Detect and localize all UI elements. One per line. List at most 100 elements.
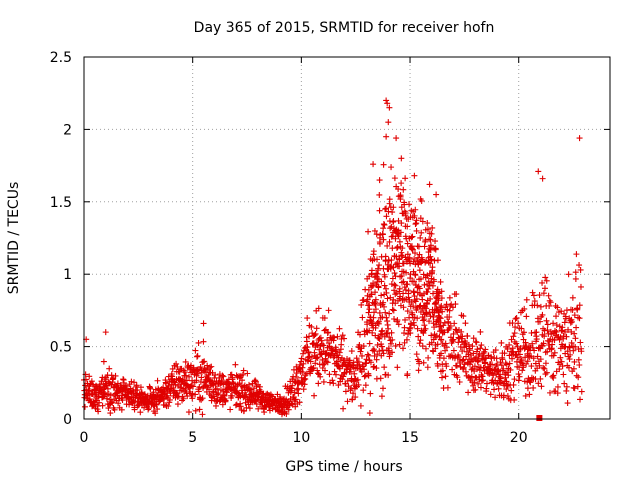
data-point xyxy=(133,382,140,389)
data-point xyxy=(529,340,536,347)
data-point xyxy=(427,260,434,267)
data-point xyxy=(283,410,290,417)
data-point xyxy=(336,365,343,372)
data-point xyxy=(383,289,390,296)
data-point xyxy=(428,256,435,263)
data-point xyxy=(518,360,525,367)
data-point xyxy=(549,373,556,380)
data-point xyxy=(401,330,408,337)
data-point xyxy=(308,323,315,330)
data-point xyxy=(412,221,419,228)
data-point xyxy=(414,257,421,264)
data-point xyxy=(252,377,259,384)
data-point xyxy=(239,371,246,378)
data-point xyxy=(357,348,364,355)
data-point xyxy=(470,350,477,357)
data-point xyxy=(182,386,189,393)
data-point xyxy=(454,374,461,381)
data-point xyxy=(355,359,362,366)
data-point xyxy=(522,392,529,399)
data-point xyxy=(427,295,434,302)
data-point xyxy=(432,238,439,245)
data-point xyxy=(398,180,405,187)
data-point xyxy=(442,347,449,354)
data-point xyxy=(288,400,295,407)
data-point xyxy=(321,327,328,334)
data-point xyxy=(388,164,395,171)
data-point xyxy=(376,191,383,198)
data-point xyxy=(388,233,395,240)
data-point xyxy=(536,292,543,299)
data-point xyxy=(394,230,401,237)
data-point xyxy=(115,400,122,407)
data-point xyxy=(395,233,402,240)
data-point xyxy=(88,378,95,385)
data-point xyxy=(252,378,259,385)
data-point xyxy=(400,304,407,311)
data-point xyxy=(400,278,407,285)
data-point xyxy=(174,364,181,371)
data-point xyxy=(536,362,543,369)
data-point xyxy=(430,290,437,297)
data-point xyxy=(523,296,530,303)
data-point xyxy=(558,327,565,334)
data-point xyxy=(429,264,436,271)
data-point xyxy=(385,372,392,379)
data-point xyxy=(302,372,309,379)
data-point xyxy=(371,227,378,234)
data-point xyxy=(305,348,312,355)
data-point xyxy=(534,302,541,309)
data-point xyxy=(459,357,466,364)
data-point xyxy=(336,349,343,356)
data-point xyxy=(514,343,521,350)
data-point xyxy=(107,410,114,417)
data-point xyxy=(521,305,528,312)
data-point xyxy=(356,341,363,348)
data-point xyxy=(153,401,160,408)
data-point xyxy=(511,396,518,403)
data-point xyxy=(372,289,379,296)
data-point xyxy=(402,175,409,182)
data-point xyxy=(177,384,184,391)
data-point xyxy=(403,336,410,343)
data-point xyxy=(402,287,409,294)
data-point xyxy=(376,348,383,355)
data-point xyxy=(416,285,423,292)
data-point xyxy=(537,375,544,382)
data-point xyxy=(320,361,327,368)
data-point xyxy=(417,234,424,241)
data-point xyxy=(476,351,483,358)
data-point xyxy=(370,314,377,321)
data-point xyxy=(412,272,419,279)
data-point xyxy=(446,307,453,314)
data-point xyxy=(363,356,370,363)
data-point xyxy=(315,380,322,387)
data-point xyxy=(376,309,383,316)
data-point xyxy=(365,309,372,316)
data-point xyxy=(576,315,583,322)
data-point xyxy=(131,379,138,386)
data-point xyxy=(394,364,401,371)
data-point xyxy=(393,253,400,260)
data-point xyxy=(453,291,460,298)
data-point xyxy=(322,355,329,362)
data-point xyxy=(412,250,419,257)
data-point xyxy=(493,355,500,362)
data-point xyxy=(551,349,558,356)
data-point xyxy=(181,369,188,376)
data-point xyxy=(201,358,208,365)
data-point xyxy=(456,379,463,386)
data-point xyxy=(400,260,407,267)
data-point xyxy=(540,290,547,297)
data-point xyxy=(376,335,383,342)
data-point xyxy=(435,297,442,304)
data-point xyxy=(503,361,510,368)
data-point xyxy=(348,385,355,392)
data-point xyxy=(424,220,431,227)
data-point xyxy=(480,350,487,357)
data-points xyxy=(80,97,585,421)
data-point xyxy=(268,392,275,399)
data-point xyxy=(427,244,434,251)
data-point xyxy=(339,376,346,383)
data-point xyxy=(434,286,441,293)
